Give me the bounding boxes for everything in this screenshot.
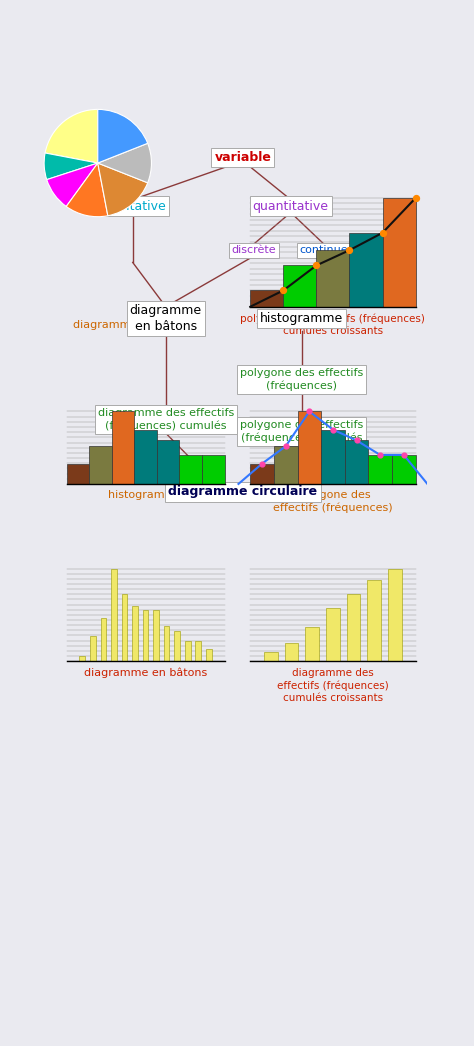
Wedge shape xyxy=(45,110,98,163)
Text: polygone des
effectifs (fréquences): polygone des effectifs (fréquences) xyxy=(273,491,393,514)
Point xyxy=(346,242,353,258)
Bar xyxy=(305,627,319,661)
Text: polygone des effectifs (fréquences)
cumulés croissants: polygone des effectifs (fréquences) cumu… xyxy=(240,313,425,336)
Bar xyxy=(274,447,298,484)
Point xyxy=(258,455,266,472)
Text: discrète: discrète xyxy=(232,246,276,255)
Text: diagramme circulaire: diagramme circulaire xyxy=(73,320,192,329)
Bar xyxy=(153,610,159,661)
Text: qualitative: qualitative xyxy=(100,200,166,212)
Point xyxy=(329,422,337,438)
Bar xyxy=(195,641,201,661)
Bar xyxy=(388,569,401,661)
Bar xyxy=(100,617,106,661)
Point xyxy=(280,282,287,299)
Text: variable: variable xyxy=(215,152,271,164)
Bar xyxy=(264,652,278,661)
Point xyxy=(353,432,360,449)
Point xyxy=(379,225,386,242)
Bar xyxy=(250,291,283,306)
Bar xyxy=(174,632,180,661)
Text: continue: continue xyxy=(300,246,348,255)
Bar xyxy=(206,650,211,661)
Bar xyxy=(80,656,85,661)
Bar xyxy=(185,641,191,661)
Bar xyxy=(316,250,349,306)
Wedge shape xyxy=(47,163,98,206)
Text: quantitative: quantitative xyxy=(253,200,328,212)
Text: polygone des effectifs
(fréquences): polygone des effectifs (fréquences) xyxy=(240,368,364,391)
Bar xyxy=(392,455,416,484)
Text: histogramme: histogramme xyxy=(109,491,183,500)
Bar xyxy=(121,594,128,661)
Bar xyxy=(66,463,89,484)
Point xyxy=(400,447,408,463)
Bar xyxy=(283,266,316,306)
Bar xyxy=(368,455,392,484)
Wedge shape xyxy=(66,163,108,217)
Bar xyxy=(112,411,134,484)
Text: diagramme des
effectifs (fréquences)
cumulés croissants: diagramme des effectifs (fréquences) cum… xyxy=(277,667,389,703)
Bar xyxy=(157,440,180,484)
Bar xyxy=(321,430,345,484)
Text: histogramme: histogramme xyxy=(260,313,343,325)
Bar xyxy=(383,198,416,306)
Wedge shape xyxy=(44,153,98,180)
Wedge shape xyxy=(98,143,152,183)
Point xyxy=(376,447,384,463)
Text: polygone des effectifs
(fréquences) cumulés: polygone des effectifs (fréquences) cumu… xyxy=(240,420,364,444)
Bar xyxy=(347,593,360,661)
Bar xyxy=(134,430,157,484)
Point xyxy=(282,438,290,455)
Bar xyxy=(349,233,383,306)
Wedge shape xyxy=(98,163,148,215)
Bar xyxy=(285,642,298,661)
Bar xyxy=(250,463,274,484)
Bar xyxy=(111,569,117,661)
Text: diagramme circulaire: diagramme circulaire xyxy=(168,485,318,499)
Text: diagramme
en bâtons: diagramme en bâtons xyxy=(130,304,202,334)
Bar xyxy=(202,455,225,484)
Bar xyxy=(90,636,96,661)
Point xyxy=(412,189,419,206)
Wedge shape xyxy=(98,110,148,163)
Bar xyxy=(367,579,381,661)
Point xyxy=(312,257,320,274)
Bar xyxy=(298,411,321,484)
Bar xyxy=(180,455,202,484)
Bar xyxy=(326,609,339,661)
Bar xyxy=(132,606,138,661)
Point xyxy=(306,403,313,419)
Bar xyxy=(345,440,368,484)
Text: diagramme des effectifs
(fréquences) cumulés: diagramme des effectifs (fréquences) cum… xyxy=(98,408,234,431)
Bar xyxy=(89,447,112,484)
Bar xyxy=(164,626,170,661)
Text: diagramme en bâtons: diagramme en bâtons xyxy=(84,667,207,678)
Bar xyxy=(143,610,148,661)
